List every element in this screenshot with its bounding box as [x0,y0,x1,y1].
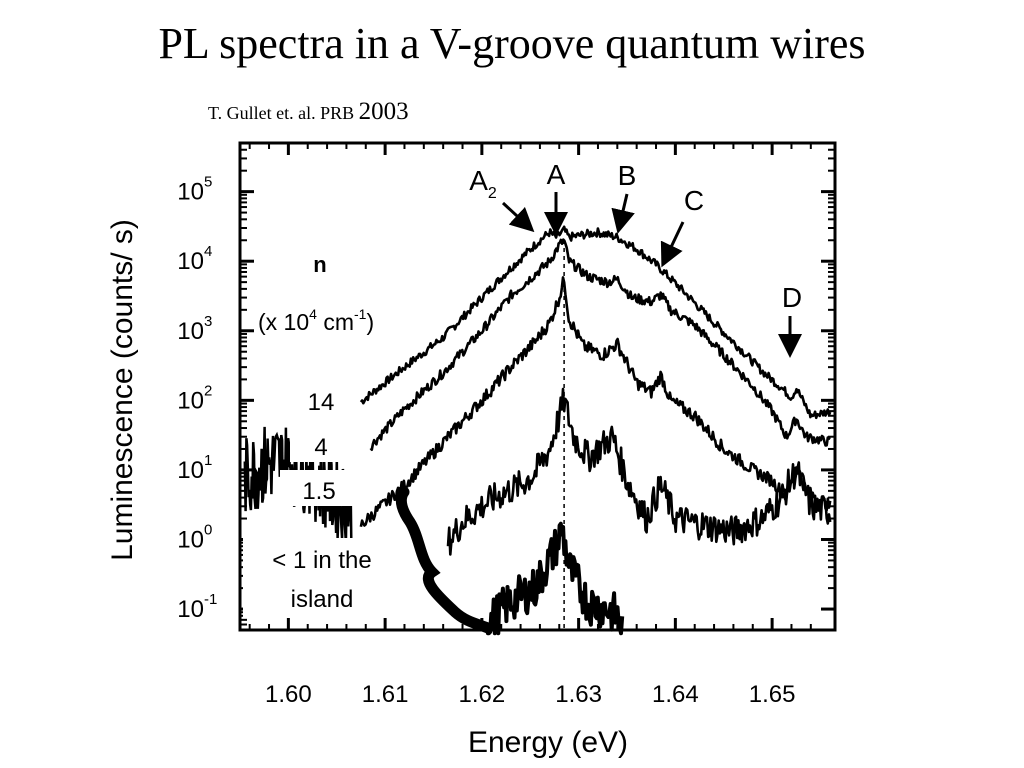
series-label: 4 [314,434,327,461]
group-brace [395,486,494,634]
slide-title: PL spectra in a V-groove quantum wires [158,19,866,68]
series-label: island [291,586,354,613]
y-tick-exponent: 3 [204,313,212,330]
legend-units-exponent: 4 [309,306,317,322]
peak-label: C [684,185,704,216]
citation-text: T. Gullet et. al. PRB [208,103,355,123]
y-tick-label: 10 2 [177,382,212,414]
peak-label: D [782,282,802,313]
x-tick-label: 1.64 [652,681,699,708]
x-tick-label: 1.62 [459,681,506,708]
y-tick-label: 10 -1 [177,591,217,623]
x-tick-label: 1.63 [555,681,602,708]
x-tick-label: 1.61 [362,681,409,708]
peak-label: A [547,159,566,190]
series-label-box [290,428,352,462]
peak-annotation: A2 [469,165,535,233]
peak-label-letter: A [469,165,488,196]
y-tick-label: 10 5 [177,174,212,206]
series-line [446,387,832,556]
peak-label-letter: C [684,185,704,216]
plot-frame [238,141,837,632]
legend-units-part: (x 10 [258,309,309,335]
y-tick-exponent: 0 [204,521,212,538]
y-tick-exponent: 2 [204,382,212,399]
legend-header: n [313,252,326,277]
peak-label: B [618,160,637,191]
y-tick-base: 10 [177,457,204,484]
legend-units-part: cm [317,309,354,335]
series-label: 14 [308,389,335,416]
y-tick-label: 10 4 [177,243,212,275]
plot-border [238,141,837,632]
peak-label-letter: D [782,282,802,313]
y-axis-title: Luminescence (counts/ s) [106,219,139,561]
y-tick-exponent: 1 [204,452,212,469]
legend-units-exponent: -1 [354,306,367,322]
y-tick-exponent: -1 [204,591,217,608]
series-label: < 1 in the [272,547,371,574]
y-tick-base: 10 [177,318,204,345]
x-axis-title: Energy (eV) [468,726,628,759]
y-tick-base: 10 [177,596,204,623]
y-tick-label: 10 0 [177,521,212,553]
y-tick-exponent: 5 [204,174,212,191]
peak-annotation: C [660,185,704,268]
peak-arrow [611,193,635,234]
series-label-box [243,538,393,618]
series-labels: 14 4 1.5 < 1 in the island [243,385,494,634]
series-line [484,521,625,636]
series-line [359,225,832,420]
x-tick-label: 1.65 [749,681,796,708]
series-label-box [280,470,358,506]
series-label: 1.5 [302,478,335,505]
peak-annotation: A [544,159,568,236]
peak-annotation: B [611,160,637,234]
y-tick-base: 10 [177,387,204,414]
peak-arrow [501,201,535,233]
peak-label: A2 [469,165,497,202]
y-tick-base: 10 [177,526,204,553]
peak-annotation: D [778,282,802,358]
legend-units-part: ) [366,309,374,335]
citation-year: 2003 [358,98,409,125]
peak-label-letter: A [547,159,566,190]
series-line [369,238,831,451]
peak-label-subscript: 2 [488,185,497,202]
series-line [359,276,832,528]
y-tick-label: 10 3 [177,313,212,345]
legend-units: (x 104 cm-1) [258,306,374,335]
peak-annotations: A2A BCD [469,159,802,358]
citation: T. Gullet et. al. PRB 2003 [208,98,409,126]
series-label-box [290,385,352,417]
y-tick-base: 10 [177,248,204,275]
y-tick-exponent: 4 [204,243,212,260]
peak-arrow [660,221,685,268]
y-tick-label: 10 1 [177,452,212,484]
y-tick-base: 10 [177,179,204,206]
peak-label-letter: B [618,160,637,191]
x-tick-label: 1.60 [265,681,312,708]
